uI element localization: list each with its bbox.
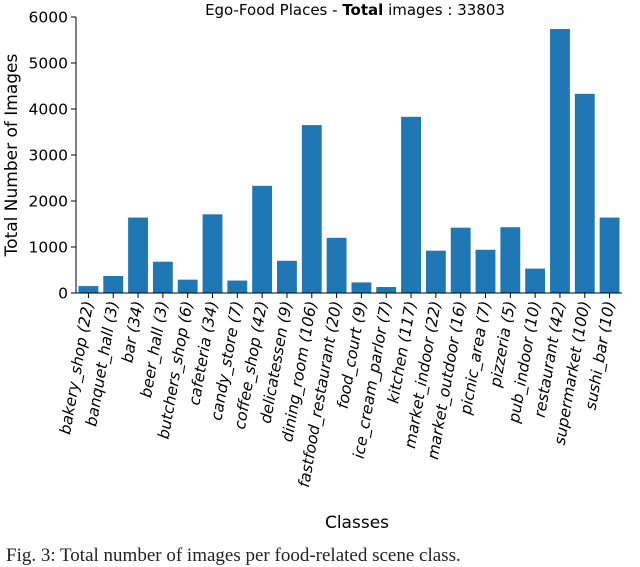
y-tick-label: 0 <box>58 285 68 303</box>
bar-supermarket <box>574 93 595 293</box>
y-tick-label: 6000 <box>29 9 68 27</box>
bar-sushi-bar <box>599 217 620 293</box>
bar-fastfood-restaurant <box>326 237 347 293</box>
y-axis-label: Total Number of Images <box>2 54 22 258</box>
bar-cafeteria <box>202 214 223 293</box>
bar-market-indoor <box>425 250 446 293</box>
bar-restaurant <box>550 28 570 294</box>
y-tick-label: 3000 <box>29 147 68 165</box>
bar-coffee-shop <box>252 185 273 293</box>
bar-food-court <box>351 282 372 293</box>
bar-kitchen <box>401 116 421 293</box>
bar-pub-indoor <box>525 268 546 293</box>
bar-bakery-shop <box>78 286 99 293</box>
bar-banquet-hall <box>103 275 124 293</box>
y-tick-label: 4000 <box>29 101 68 119</box>
chart-title: Ego-Food Places - Total images : 33803 <box>205 1 505 19</box>
bar-candy-store <box>227 280 248 293</box>
bar-ice-cream-parlor <box>376 287 397 293</box>
bar-butchers-shop <box>177 279 198 293</box>
y-tick-label: 2000 <box>29 193 68 211</box>
figure-caption: Fig. 3: Total number of images per food-… <box>6 545 461 566</box>
bar-bar <box>128 217 148 293</box>
bar-beer-hall <box>152 261 173 293</box>
bar-picnic-area <box>475 249 496 293</box>
y-tick-label: 1000 <box>29 239 68 257</box>
bar-delicatessen <box>277 260 297 293</box>
bar-pizzeria <box>500 227 521 293</box>
y-tick-label: 5000 <box>29 55 68 73</box>
x-tick-label: bar (34) <box>118 300 147 365</box>
bar-market-outdoor <box>450 227 471 293</box>
bar-dining-room <box>301 125 322 293</box>
x-axis-label: Classes <box>325 513 389 533</box>
